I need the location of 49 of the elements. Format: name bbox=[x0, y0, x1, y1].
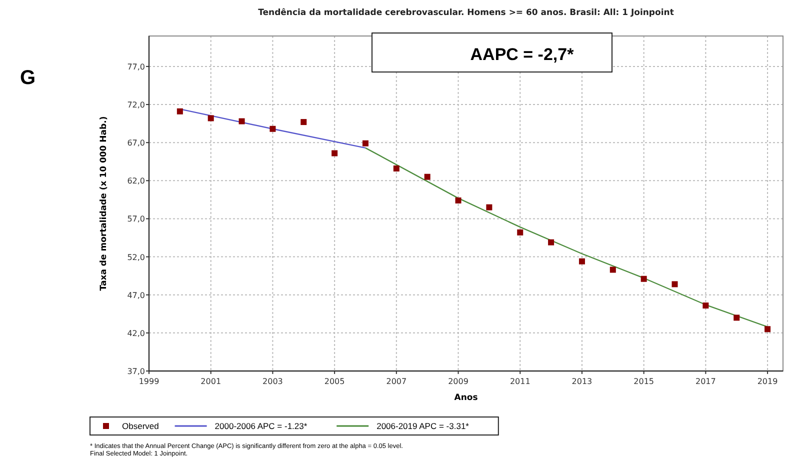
point bbox=[238, 118, 245, 124]
x-tick-label: 2011 bbox=[510, 377, 530, 386]
point bbox=[548, 239, 554, 246]
x-tick-label: 2015 bbox=[634, 377, 654, 386]
point bbox=[176, 108, 183, 114]
x-tick-label: 2007 bbox=[386, 377, 407, 386]
y-tick-label: 57,0 bbox=[127, 214, 145, 224]
legend-label: 2006-2019 APC = -3.31* bbox=[376, 421, 470, 431]
x-axis-title: Anos bbox=[454, 393, 478, 403]
y-tick-label: 67,0 bbox=[127, 138, 145, 148]
x-tick-label: 2013 bbox=[572, 377, 592, 386]
y-tick-label: 52,0 bbox=[127, 252, 145, 262]
point bbox=[455, 197, 462, 204]
point bbox=[332, 150, 338, 156]
y-tick-label: 42,0 bbox=[127, 328, 145, 338]
x-tick-label: 2005 bbox=[324, 377, 345, 386]
y-tick-label: 47,0 bbox=[127, 290, 145, 300]
point bbox=[486, 204, 492, 210]
x-tick-label: 2003 bbox=[262, 377, 283, 386]
text: G bbox=[20, 67, 36, 89]
point bbox=[578, 258, 585, 264]
point bbox=[734, 314, 740, 321]
point bbox=[208, 115, 214, 122]
x-tick-label: 1999 bbox=[138, 377, 160, 386]
y-tick-label: 72,0 bbox=[127, 100, 145, 110]
point bbox=[610, 266, 616, 273]
text-box: AAPC = -2,7* bbox=[372, 32, 612, 72]
y-tick-label: 77,0 bbox=[127, 62, 145, 72]
point bbox=[424, 174, 430, 180]
point bbox=[640, 276, 647, 282]
chart-title: Tendência da mortalidade cerebrovascular. Homens >= 60 anos. Brasil: All: 1 Joinpoint bbox=[258, 8, 674, 18]
annotation: AAPC = -2,7* bbox=[470, 45, 574, 64]
y-tick-label: 37,0 bbox=[127, 367, 145, 376]
point bbox=[362, 140, 368, 146]
x-tick-label: 2009 bbox=[448, 377, 468, 386]
x-tick-label: 2017 bbox=[696, 377, 716, 386]
point bbox=[517, 229, 524, 236]
point bbox=[764, 326, 771, 332]
x-tick-label: 2001 bbox=[200, 377, 222, 386]
y-tick-label: 62,0 bbox=[127, 176, 145, 186]
point bbox=[270, 126, 276, 132]
legend-label: 2000-2006 APC = -1.23* bbox=[214, 421, 308, 431]
point bbox=[300, 119, 307, 126]
point bbox=[393, 165, 400, 172]
point bbox=[702, 302, 709, 309]
legend-label: Observed bbox=[122, 421, 160, 431]
x-tick-label: 2019 bbox=[757, 377, 778, 386]
point bbox=[672, 281, 678, 288]
y-axis-title: Taxa de mortalidade (x 10 000 Hab.) bbox=[99, 116, 109, 291]
